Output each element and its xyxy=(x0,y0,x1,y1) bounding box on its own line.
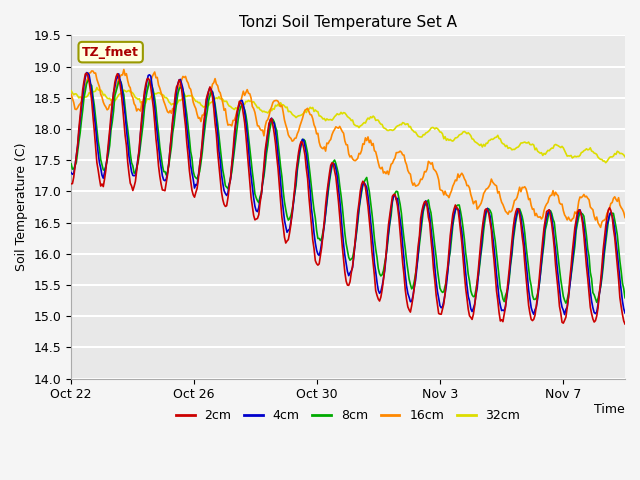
Text: TZ_fmet: TZ_fmet xyxy=(82,46,139,59)
Text: Time: Time xyxy=(595,403,625,416)
Title: Tonzi Soil Temperature Set A: Tonzi Soil Temperature Set A xyxy=(239,15,457,30)
Legend: 2cm, 4cm, 8cm, 16cm, 32cm: 2cm, 4cm, 8cm, 16cm, 32cm xyxy=(171,404,525,427)
Y-axis label: Soil Temperature (C): Soil Temperature (C) xyxy=(15,143,28,271)
